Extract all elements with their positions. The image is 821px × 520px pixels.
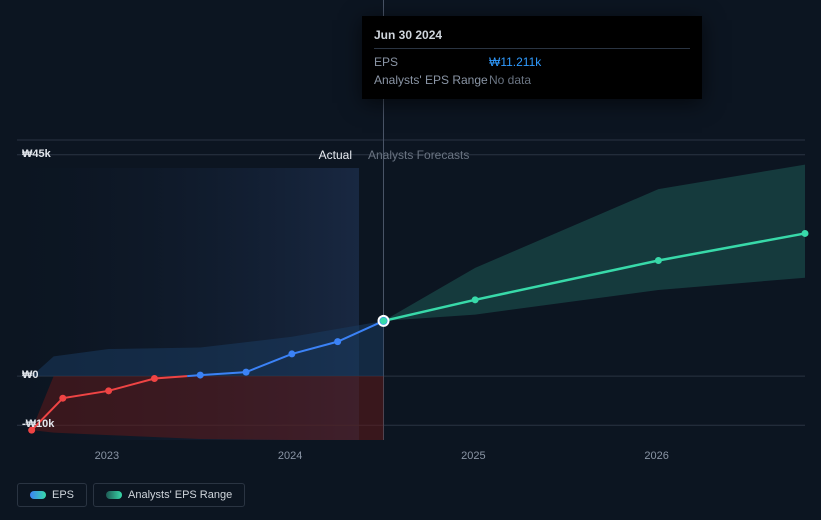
section-label-forecast: Analysts Forecasts [368,148,469,162]
tooltip-date: Jun 30 2024 [374,26,690,49]
legend-label-range: Analysts' EPS Range [128,489,232,501]
eps-forecast-chart: Actual Analysts Forecasts Jun 30 2024 EP… [0,0,821,520]
legend-label-eps: EPS [52,489,74,501]
legend-item-eps[interactable]: EPS [17,483,87,507]
y-axis-tick-label: ₩45k [22,148,51,160]
section-label-actual: Actual [0,148,352,162]
tooltip-eps-value: ₩11.211k [489,53,541,71]
tooltip-range-label: Analysts' EPS Range [374,71,489,89]
chart-legend: EPS Analysts' EPS Range [17,483,245,507]
hover-tooltip: Jun 30 2024 EPS ₩11.211k Analysts' EPS R… [362,16,702,99]
x-axis-tick-label: 2026 [644,450,668,462]
x-axis-tick-label: 2025 [461,450,485,462]
tooltip-range-value: No data [489,71,531,89]
x-axis-tick-label: 2023 [95,450,119,462]
y-axis-tick-label: ₩0 [22,369,39,381]
y-axis-tick-label: -₩10k [22,418,54,430]
legend-item-range[interactable]: Analysts' EPS Range [93,483,245,507]
x-axis-tick-label: 2024 [278,450,302,462]
legend-swatch-range [106,491,122,499]
legend-swatch-eps [30,491,46,499]
tooltip-eps-label: EPS [374,53,489,71]
